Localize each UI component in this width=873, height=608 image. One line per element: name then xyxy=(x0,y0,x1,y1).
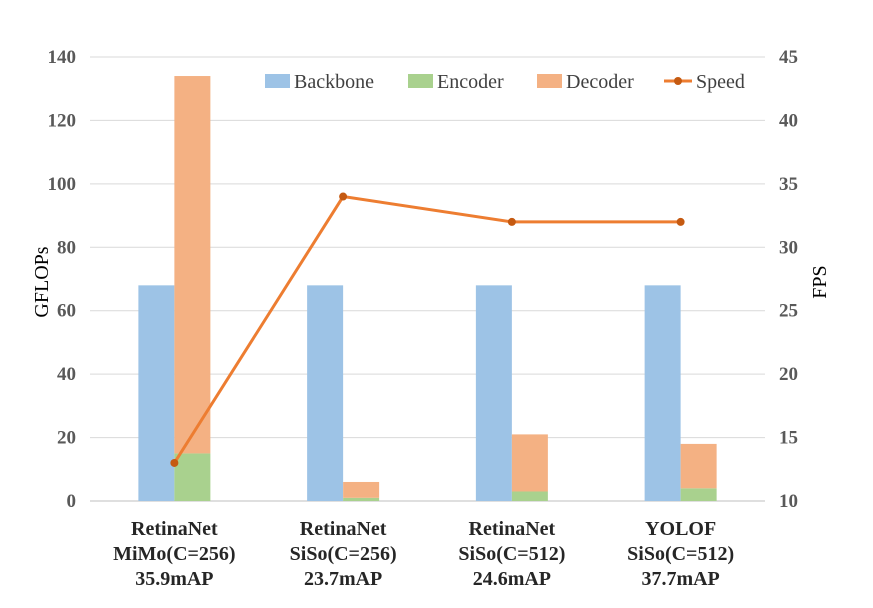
right-tick-label: 30 xyxy=(779,237,798,258)
category-label: RetinaNet xyxy=(300,518,387,540)
left-tick-label: 100 xyxy=(48,174,77,195)
legend-label: Backbone xyxy=(294,71,374,93)
bar-encoder xyxy=(511,491,548,501)
left-tick-label: 0 xyxy=(67,491,77,512)
bar-backbone xyxy=(644,285,681,501)
left-tick-label: 60 xyxy=(57,301,76,322)
right-tick-label: 40 xyxy=(779,110,798,131)
right-tick-label: 45 xyxy=(779,47,798,68)
y-axis-right-title: FPS xyxy=(809,265,831,298)
bar-encoder xyxy=(680,488,717,501)
category-label: YOLOF xyxy=(645,518,716,540)
right-tick-label: 25 xyxy=(779,301,798,322)
legend-swatch-backbone xyxy=(265,74,290,88)
category-label: SiSo(C=512) xyxy=(627,543,734,565)
speed-point xyxy=(507,217,516,226)
speed-line xyxy=(170,192,685,467)
left-tick-label: 40 xyxy=(57,364,76,385)
category-label: 24.6mAP xyxy=(473,568,551,590)
category-labels: RetinaNet MiMo(C=256) 35.9mAP RetinaNet SiSo… xyxy=(113,518,734,590)
right-tick-label: 15 xyxy=(779,428,798,449)
speed-point xyxy=(676,217,685,226)
left-tick-label: 20 xyxy=(57,428,76,449)
right-tick-label: 35 xyxy=(779,174,798,195)
category-label: 37.7mAP xyxy=(641,568,719,590)
left-tick-label: 80 xyxy=(57,237,76,258)
bar-backbone xyxy=(138,285,175,501)
speed-point xyxy=(339,192,348,201)
legend-label: Speed xyxy=(696,71,745,93)
category-label: SiSo(C=512) xyxy=(458,543,565,565)
bar-backbone xyxy=(307,285,344,501)
left-axis-ticks: 0 20 40 60 80 100 120 140 xyxy=(48,47,77,512)
bar-decoder xyxy=(343,481,380,498)
bar-decoder xyxy=(680,443,717,489)
legend-swatch-decoder xyxy=(537,74,562,88)
bar-decoder xyxy=(511,434,548,492)
category-label: 35.9mAP xyxy=(135,568,213,590)
legend-label: Encoder xyxy=(437,71,504,93)
right-tick-label: 10 xyxy=(779,491,798,512)
right-axis-ticks: 10 15 20 25 30 35 40 45 xyxy=(779,47,798,512)
right-tick-label: 20 xyxy=(779,364,798,385)
legend: Backbone Encoder Decoder Speed xyxy=(265,71,745,93)
bar-backbone xyxy=(475,285,512,501)
bars xyxy=(138,76,717,501)
category-label: SiSo(C=256) xyxy=(290,543,397,565)
bar-decoder xyxy=(174,76,211,454)
speed-polyline xyxy=(173,194,681,464)
bar-encoder xyxy=(343,497,380,501)
category-label: 23.7mAP xyxy=(304,568,382,590)
category-label: RetinaNet xyxy=(131,518,218,540)
y-axis-title: GFLOPs xyxy=(31,246,53,317)
legend-swatch-encoder xyxy=(408,74,433,88)
category-label: RetinaNet xyxy=(469,518,556,540)
bar-encoder xyxy=(174,453,211,501)
left-tick-label: 120 xyxy=(48,110,77,131)
legend-label: Decoder xyxy=(566,71,634,93)
legend-marker-speed xyxy=(674,77,682,85)
left-tick-label: 140 xyxy=(48,47,77,68)
speed-point xyxy=(170,458,179,467)
category-label: MiMo(C=256) xyxy=(113,543,235,565)
